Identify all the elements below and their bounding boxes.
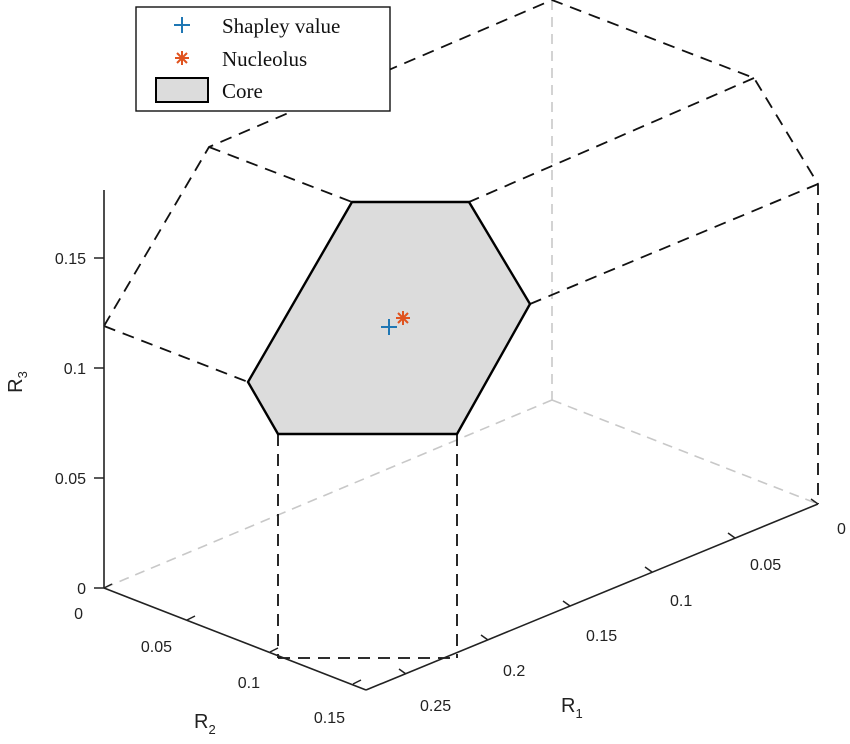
x-tick-mark-2 — [644, 566, 653, 573]
y-axis-label-main: R — [194, 711, 208, 733]
z-tick-label-2: 0.1 — [64, 361, 86, 378]
legend: Shapley value Nucleolus Core — [135, 6, 391, 112]
z-axis-label-sub: 3 — [15, 371, 30, 378]
box-top-outline — [103, 0, 819, 504]
hidden-edge-r1 — [551, 399, 819, 505]
legend-nucleolus-label: Nucleolus — [222, 47, 307, 71]
legend-nucleolus-icon — [175, 51, 189, 65]
y-tick-mark-2 — [269, 647, 279, 653]
z-axis-label-main: R — [5, 378, 27, 392]
x-tick-label-1: 0.05 — [750, 557, 781, 574]
x-tick-label-0: 0 — [837, 521, 846, 538]
z-axis-label: R3 — [5, 371, 30, 393]
z-axis-ticks — [94, 257, 104, 589]
x-tick-label-4: 0.2 — [503, 663, 525, 680]
legend-core-swatch — [155, 77, 209, 103]
x-axis-line — [365, 503, 819, 691]
axes — [103, 190, 819, 691]
hidden-edge-r2 — [103, 399, 553, 589]
edge-b — [468, 77, 755, 203]
svg-text:R3: R3 — [5, 371, 30, 393]
x-tick-label-3: 0.15 — [586, 628, 617, 645]
nucleolus-marker — [396, 311, 410, 325]
x-axis-label: R1 — [561, 695, 583, 721]
y-axis-label: R2 — [194, 711, 216, 737]
y-axis-label-sub: 2 — [208, 722, 215, 737]
x-tick-mark-3 — [562, 600, 571, 607]
x-tick-mark-4 — [480, 634, 489, 641]
edge-c — [529, 183, 819, 305]
edge-a — [208, 146, 353, 203]
legend-shapley-icon — [174, 17, 190, 33]
z-tick-label-1: 0.05 — [55, 471, 86, 488]
y-axis-line — [103, 587, 367, 691]
x-tick-mark-1 — [727, 532, 736, 539]
legend-core-label: Core — [222, 79, 263, 103]
legend-shapley-label: Shapley value — [222, 14, 340, 38]
x-tick-label-5: 0.25 — [420, 698, 451, 715]
y-tick-mark-0 — [103, 583, 113, 589]
x-tick-mark-0 — [810, 498, 819, 505]
y-tick-label-0: 0 — [74, 606, 83, 623]
y-tick-mark-1 — [186, 615, 196, 621]
y-axis-ticks — [103, 583, 362, 685]
nucleolus-star-d2 — [397, 312, 409, 324]
x-axis-ticks — [398, 498, 819, 675]
x-axis-label-main: R — [561, 695, 575, 717]
legend-nucleolus-d2 — [176, 52, 188, 64]
z-tick-label-3: 0.15 — [55, 251, 86, 268]
y-tick-label-2: 0.1 — [238, 675, 260, 692]
edge-d — [103, 325, 249, 383]
shapley-value-marker — [381, 319, 397, 335]
x-tick-label-2: 0.1 — [670, 593, 692, 610]
hidden-box-edges — [103, 0, 819, 589]
y-tick-mark-3 — [352, 679, 362, 685]
y-tick-label-3: 0.15 — [314, 710, 345, 727]
projection-edges — [103, 0, 819, 659]
y-tick-label-1: 0.05 — [141, 639, 172, 656]
z-tick-label-0: 0 — [77, 581, 86, 598]
core-region — [246, 200, 532, 436]
x-tick-mark-5 — [398, 668, 407, 675]
x-axis-label-sub: 1 — [575, 706, 582, 721]
